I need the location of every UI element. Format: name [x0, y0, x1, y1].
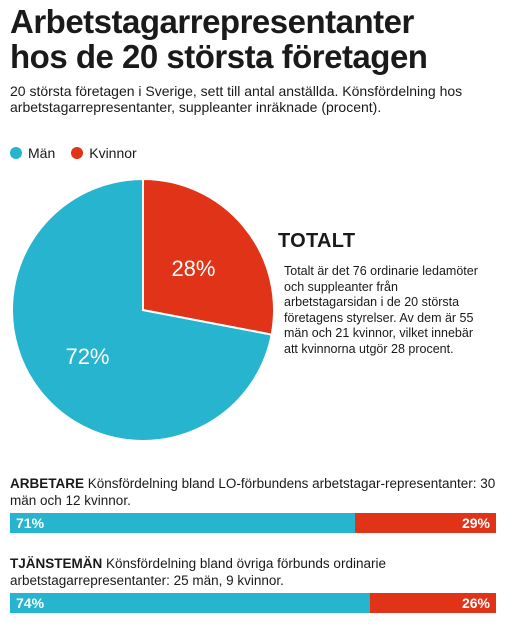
chart-title: Arbetstagarrepresentanter hos de 20 stör…: [10, 3, 428, 75]
bar-segment-arbetare-man: 71%: [10, 513, 356, 533]
pie-slice-man: [11, 177, 273, 442]
legend-label-kvinnor: Kvinnor: [89, 145, 137, 161]
bar-segment-arbetare-kvinnor: 29%: [355, 513, 496, 533]
bar-value-label-tjansteman-kvinnor: 26%: [461, 595, 490, 611]
bar-block-arbetare: ARBETARE Könsfördelning bland LO-förbund…: [10, 475, 500, 533]
total-heading: TOTALT: [278, 230, 356, 252]
bar-label-arbetare: ARBETARE: [10, 476, 84, 491]
legend-swatch-man: [10, 147, 22, 159]
bar-label-tjansteman: TJÄNSTEMÄN: [10, 556, 103, 571]
bar-text-tjansteman: Könsfördelning bland övriga förbunds ord…: [10, 556, 386, 588]
bar-segment-tjansteman-man: 74%: [10, 593, 370, 613]
total-text: Totalt är det 76 ordinarie ledamöter och…: [284, 264, 478, 356]
bar-description-arbetare: ARBETARE Könsfördelning bland LO-förbund…: [10, 475, 500, 509]
stacked-bar-tjansteman: 74% 26%: [10, 593, 496, 613]
bar-value-label-tjansteman-man: 74%: [16, 595, 45, 611]
title-line-2: hos de 20 största företagen: [10, 38, 428, 75]
pie-slice-kvinnor: [142, 177, 275, 336]
legend: Män Kvinnor: [10, 145, 153, 161]
title-line-1: Arbetstagarrepresentanter: [10, 3, 414, 40]
stacked-bar-arbetare: 71% 29%: [10, 513, 496, 533]
legend-label-man: Män: [28, 145, 56, 161]
pie-chart: 72% 28%: [11, 177, 275, 442]
bar-text-arbetare: Könsfördelning bland LO-förbundens arbet…: [10, 476, 496, 508]
bar-block-tjansteman: TJÄNSTEMÄN Könsfördelning bland övriga f…: [10, 555, 500, 613]
legend-item-kvinnor: Kvinnor: [71, 145, 137, 161]
pie-label-man: 72%: [65, 344, 109, 369]
pie-label-kvinnor: 28%: [171, 256, 215, 281]
bar-description-tjansteman: TJÄNSTEMÄN Könsfördelning bland övriga f…: [10, 555, 500, 589]
bar-value-label-arbetare-kvinnor: 29%: [461, 515, 490, 531]
chart-subtitle: 20 största företagen i Sverige, sett til…: [10, 83, 463, 115]
bar-segment-tjansteman-kvinnor: 26%: [369, 593, 496, 613]
legend-swatch-kvinnor: [71, 147, 84, 159]
bar-value-label-arbetare-man: 71%: [16, 515, 45, 531]
legend-item-man: Män: [10, 145, 55, 161]
